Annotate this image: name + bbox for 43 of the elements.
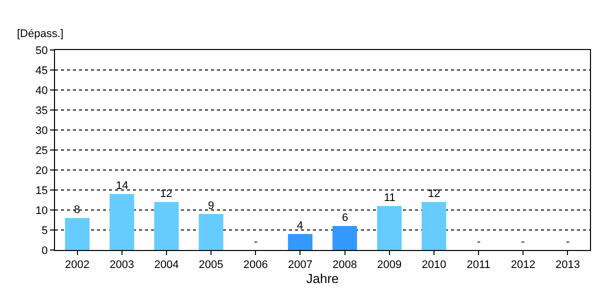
x-tick-label: 2010: [422, 259, 446, 272]
text: -: [254, 236, 258, 248]
y-tick-label: 50: [36, 44, 48, 57]
y-axis-title: [Dépass.]: [17, 28, 64, 40]
data-label: 14: [116, 180, 128, 192]
y-tick-label: 45: [36, 64, 48, 77]
y-tick-label: 15: [36, 184, 48, 197]
data-label: 11: [384, 192, 396, 204]
data-label: 12: [428, 188, 440, 200]
y-tick-label: 20: [36, 164, 48, 177]
text: -: [477, 236, 481, 248]
x-tick-label: 2012: [510, 259, 536, 272]
x-tick-label: 2005: [198, 259, 224, 272]
text: -: [521, 236, 525, 248]
y-tick-label: 40: [36, 84, 48, 97]
x-tick-label: 2003: [110, 259, 134, 272]
y-tick-label: 0: [42, 244, 48, 257]
y-tick-label: 30: [36, 124, 48, 137]
data-label: 6: [342, 212, 348, 224]
x-tick-label: 2004: [154, 259, 179, 272]
data-label: 9: [208, 200, 214, 212]
data-label: 4: [297, 220, 304, 232]
y-tick-label: 10: [36, 204, 48, 217]
bar: [65, 218, 90, 250]
x-tick-label: 2009: [377, 259, 402, 272]
x-tick-label: 2002: [65, 259, 90, 272]
bar: [198, 214, 224, 250]
x-tick-label: 2006: [243, 259, 268, 272]
x-tick-label: 2007: [288, 259, 312, 272]
y-tick-label: 35: [36, 104, 48, 117]
x-tick-label: 2013: [555, 259, 580, 272]
bar: [288, 234, 312, 250]
x-tick-label: 2011: [466, 259, 490, 272]
text: -: [566, 236, 570, 248]
bar: [110, 194, 134, 250]
bar: [377, 206, 402, 250]
y-tick-label: 5: [42, 224, 48, 237]
bar: [422, 202, 446, 250]
x-tick-label: 2008: [332, 259, 358, 272]
bar: [332, 226, 358, 250]
x-axis-title: Jahre: [306, 271, 339, 286]
y-tick-label: 25: [36, 144, 48, 157]
bar: [154, 202, 179, 250]
